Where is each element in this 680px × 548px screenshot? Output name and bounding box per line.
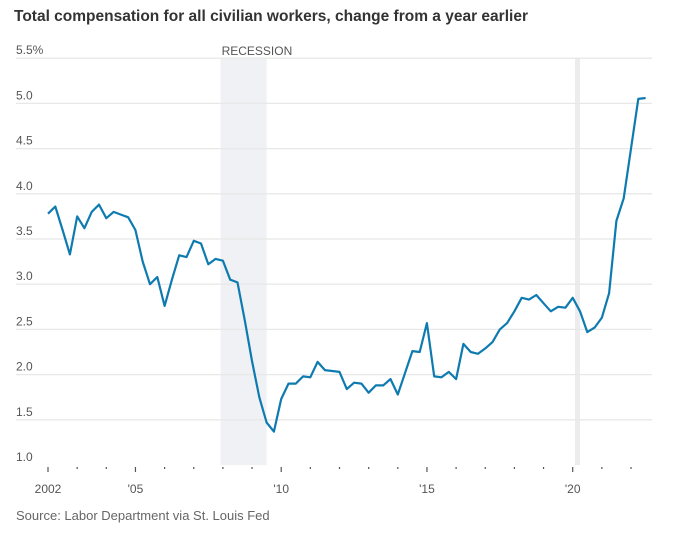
chart-title: Total compensation for all civilian work… [14,8,528,25]
y-tick-label: 5.5% [16,43,44,57]
x-tick-label: '20 [565,482,581,496]
y-tick-label: 3.0 [16,269,33,283]
x-tick-label: 2002 [35,482,62,496]
x-tick-label: '15 [419,482,435,496]
y-tick-label: 1.0 [16,450,33,464]
y-tick-label: 2.5 [16,314,33,328]
source-note: Source: Labor Department via St. Louis F… [16,508,270,523]
recession-label: RECESSION [222,44,293,58]
y-tick-label: 1.5 [16,405,33,419]
y-tick-label: 4.5 [16,134,33,148]
recession-band [575,58,580,465]
x-tick-label: '05 [128,482,144,496]
x-tick-label: '10 [273,482,289,496]
y-tick-label: 3.5 [16,224,33,238]
recession-band [220,58,267,465]
y-tick-label: 4.0 [16,179,33,193]
y-tick-label: 5.0 [16,88,33,102]
y-tick-label: 2.0 [16,360,33,374]
